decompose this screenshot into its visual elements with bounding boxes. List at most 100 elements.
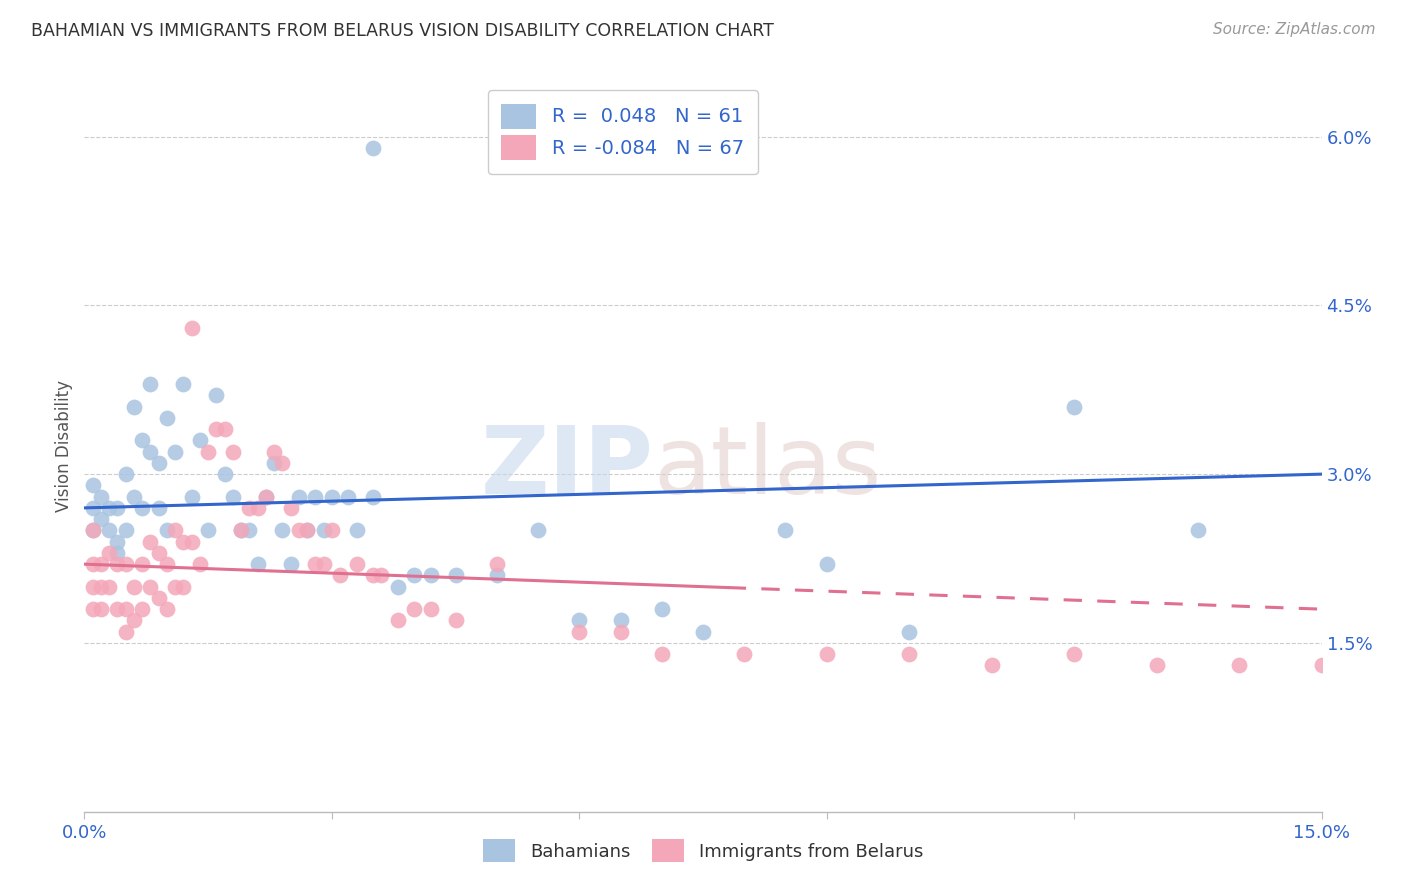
Point (419, 602, 441, 616)
Point (148, 500, 170, 515)
Point (105, 534, 128, 549)
Point (692, 624, 714, 639)
Point (98, 524, 121, 538)
Point (139, 444, 162, 458)
Point (131, 557, 153, 571)
Point (98, 580, 121, 594)
Point (122, 490, 145, 504)
Point (651, 602, 673, 616)
Point (312, 557, 335, 571)
Point (444, 614, 467, 628)
Point (419, 568, 441, 582)
Point (246, 500, 269, 515)
Point (172, 534, 194, 549)
Point (898, 624, 921, 639)
Point (114, 467, 136, 482)
Point (361, 141, 384, 155)
Point (568, 614, 591, 628)
Point (271, 524, 294, 538)
Point (90, 602, 112, 616)
Point (263, 456, 285, 470)
Point (312, 524, 335, 538)
Point (288, 490, 311, 504)
Point (172, 580, 194, 594)
Point (148, 456, 170, 470)
Point (280, 500, 302, 515)
Point (82, 478, 104, 492)
Point (444, 568, 467, 582)
Point (404, 568, 426, 582)
Point (246, 557, 269, 571)
Point (114, 557, 136, 571)
Point (114, 602, 136, 616)
Point (1187, 524, 1209, 538)
Point (485, 557, 508, 571)
Point (651, 647, 673, 661)
Point (105, 500, 128, 515)
Point (197, 444, 219, 458)
Point (304, 490, 326, 504)
Point (1063, 400, 1085, 414)
Y-axis label: Vision Disability: Vision Disability (55, 380, 73, 512)
Point (387, 580, 409, 594)
Point (105, 557, 128, 571)
Point (263, 444, 285, 458)
Point (180, 321, 202, 335)
Point (361, 568, 384, 582)
Point (205, 422, 228, 436)
Point (156, 410, 179, 425)
Point (180, 534, 202, 549)
Point (180, 490, 202, 504)
Point (114, 524, 136, 538)
Point (90, 490, 112, 504)
Point (139, 580, 162, 594)
Point (139, 377, 162, 392)
Point (1063, 647, 1085, 661)
Point (139, 534, 162, 549)
Point (148, 591, 170, 605)
Text: atlas: atlas (654, 422, 882, 514)
Point (329, 568, 352, 582)
Point (172, 377, 194, 392)
Legend: R =  0.048   N = 61, R = -0.084   N = 67: R = 0.048 N = 61, R = -0.084 N = 67 (488, 90, 758, 174)
Point (148, 546, 170, 560)
Point (90, 512, 112, 526)
Point (1310, 658, 1333, 673)
Point (304, 557, 326, 571)
Point (321, 490, 343, 504)
Point (156, 602, 179, 616)
Point (122, 580, 145, 594)
Point (165, 524, 187, 538)
Point (337, 490, 360, 504)
Text: Source: ZipAtlas.com: Source: ZipAtlas.com (1212, 22, 1375, 37)
Point (105, 546, 128, 560)
Point (229, 524, 252, 538)
Point (387, 614, 409, 628)
Point (90, 557, 112, 571)
Point (254, 490, 277, 504)
Point (82, 524, 104, 538)
Point (346, 557, 368, 571)
Point (114, 624, 136, 639)
Point (165, 444, 187, 458)
Point (485, 568, 508, 582)
Point (254, 490, 277, 504)
Point (122, 614, 145, 628)
Point (131, 500, 153, 515)
Point (238, 500, 260, 515)
Point (775, 524, 797, 538)
Point (568, 624, 591, 639)
Point (404, 602, 426, 616)
Point (122, 400, 145, 414)
Point (346, 524, 368, 538)
Point (527, 524, 550, 538)
Point (156, 557, 179, 571)
Point (980, 658, 1002, 673)
Point (165, 580, 187, 594)
Point (1227, 658, 1250, 673)
Point (188, 557, 211, 571)
Point (321, 524, 343, 538)
Point (82, 524, 104, 538)
Point (205, 388, 228, 402)
Point (295, 524, 318, 538)
